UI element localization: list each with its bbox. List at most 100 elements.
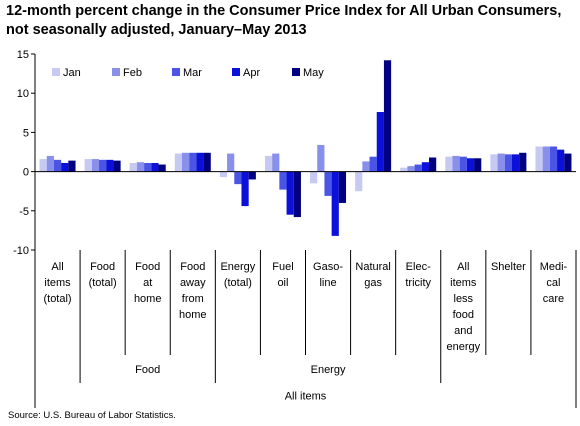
category-label: cal	[546, 277, 560, 289]
bar-mar	[234, 171, 242, 185]
bar-may	[113, 160, 121, 172]
legend-swatch-jan	[52, 68, 60, 76]
category-label: Food	[180, 261, 205, 273]
bar-feb	[136, 162, 145, 172]
legend-label-mar: Mar	[183, 67, 202, 79]
bar-mar	[414, 164, 422, 172]
bar-may	[158, 164, 166, 172]
group-label-food: Food	[135, 364, 160, 376]
bar-mar	[189, 152, 197, 172]
bar-apr	[106, 159, 114, 172]
category-label: less	[454, 293, 474, 305]
category-label: items	[44, 277, 71, 289]
category-label: (total)	[89, 277, 117, 289]
chart-title: 12-month percent change in the Consumer …	[6, 2, 576, 40]
y-tick-label: -10	[13, 245, 29, 257]
bar-feb	[91, 159, 100, 172]
bar-jan	[219, 171, 228, 178]
bar-mar	[369, 156, 377, 172]
category-label: care	[543, 293, 564, 305]
bar-feb	[542, 146, 550, 172]
bar-apr	[196, 152, 204, 172]
bar-apr	[557, 149, 565, 172]
category-label: (total)	[43, 293, 71, 305]
bar-apr	[331, 171, 339, 236]
category-label: Food	[135, 261, 160, 273]
bar-apr	[241, 171, 249, 207]
category-label: Natural	[355, 261, 390, 273]
category-label: and	[454, 325, 472, 337]
legend-swatch-feb	[112, 68, 120, 76]
group-label-all-items: All items	[285, 391, 327, 403]
bar-apr	[466, 158, 475, 172]
bar-mar	[504, 154, 512, 172]
category-label: tricity	[405, 277, 431, 289]
y-tick-label: 15	[17, 49, 29, 61]
bar-apr	[511, 154, 520, 172]
bar-may	[338, 171, 347, 203]
bar-feb	[272, 153, 280, 172]
bar-jan	[490, 154, 498, 172]
category-label: Food	[90, 261, 115, 273]
bar-may	[293, 171, 301, 218]
bar-apr	[421, 162, 430, 172]
bar-may	[519, 152, 527, 172]
category-label: Elec-	[406, 261, 431, 273]
bar-may	[564, 153, 572, 172]
bar-may	[474, 158, 482, 172]
bar-jan	[264, 155, 273, 172]
y-tick-label: 10	[17, 88, 29, 100]
bar-may	[383, 60, 392, 172]
bar-may	[203, 152, 211, 172]
bar-mar	[459, 156, 467, 172]
category-label: home	[179, 309, 207, 321]
legend-label-feb: Feb	[123, 67, 142, 79]
bar-jan	[445, 156, 453, 172]
y-tick-label: 5	[23, 127, 29, 139]
bar-feb	[317, 144, 325, 172]
bar-feb	[452, 155, 460, 172]
category-label: All	[51, 261, 63, 273]
bar-jan	[129, 162, 137, 172]
bar-jan	[535, 146, 543, 172]
bar-apr	[151, 162, 159, 172]
category-label: home	[134, 293, 162, 305]
category-label: oil	[277, 277, 288, 289]
bar-mar	[549, 146, 558, 172]
chart-title-line-2: not seasonally adjusted, January–May 201…	[6, 22, 307, 38]
bar-mar	[144, 162, 152, 172]
group-label-energy: Energy	[311, 364, 346, 376]
source-note: Source: U.S. Bureau of Labor Statistics.	[8, 410, 176, 421]
y-tick-label: -5	[19, 206, 29, 218]
legend-label-jan: Jan	[63, 67, 81, 79]
legend-swatch-may	[292, 68, 300, 76]
bar-apr	[376, 112, 384, 172]
legend-label-apr: Apr	[243, 67, 260, 79]
category-label: Shelter	[491, 261, 526, 273]
category-label: energy	[446, 341, 480, 353]
bar-feb	[407, 166, 415, 172]
bar-jan	[174, 153, 182, 172]
category-label: items	[450, 277, 477, 289]
category-label: food	[453, 309, 474, 321]
category-label: line	[319, 277, 336, 289]
bar-feb	[362, 161, 370, 172]
category-label: Energy	[220, 261, 255, 273]
bar-mar	[53, 159, 62, 172]
legend-label-may: May	[303, 67, 324, 79]
bar-feb	[227, 153, 235, 172]
bar-apr	[61, 162, 69, 172]
bar-jan	[400, 167, 408, 172]
bar-may	[248, 171, 256, 180]
category-label: All	[457, 261, 469, 273]
bar-apr	[286, 171, 294, 215]
category-label: from	[182, 293, 204, 305]
bar-mar	[99, 159, 107, 172]
bar-mar	[279, 171, 287, 190]
category-label: Medi-	[540, 261, 568, 273]
bar-may	[429, 157, 437, 172]
legend-swatch-mar	[172, 68, 180, 76]
category-label: Gaso-	[313, 261, 343, 273]
legend-swatch-apr	[232, 68, 240, 76]
